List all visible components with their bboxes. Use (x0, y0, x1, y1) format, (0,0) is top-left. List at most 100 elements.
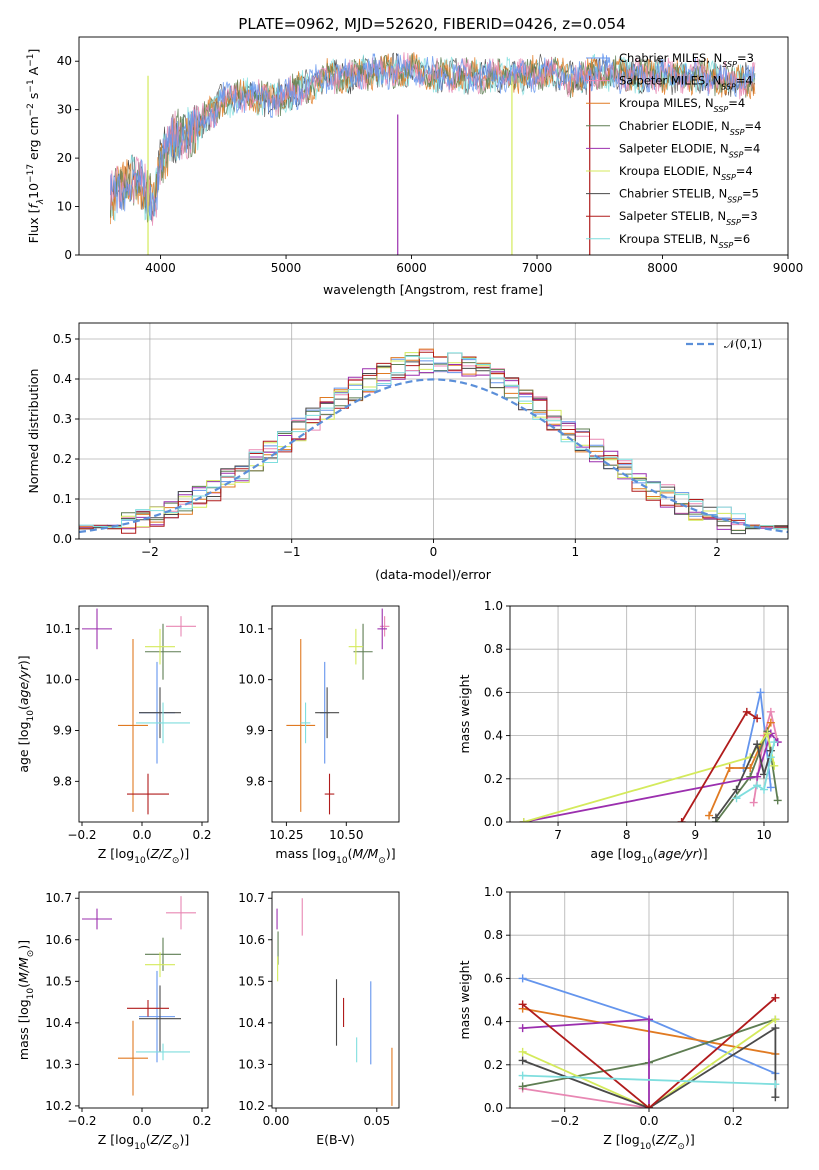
y-tick-label: 9.8 (53, 774, 72, 788)
y-tick-label: 10.4 (238, 1016, 265, 1030)
legend-entry-kroupa-stelib: Kroupa STELIB, NSSP=6 (619, 232, 750, 250)
x-tick-label: 0.0 (639, 1114, 658, 1128)
y-tick-label: 10.1 (45, 622, 72, 636)
y-tick-label: 1.0 (484, 599, 503, 613)
errorbar-salpeter-stelib (324, 773, 335, 815)
axes-frame (78, 605, 209, 823)
y-tick-label: 10.6 (45, 933, 72, 947)
errorbar-salpeter-elodie (82, 908, 112, 930)
y-axis-label: mass weight (457, 674, 472, 753)
series-marker (645, 1015, 653, 1024)
x-axis-label: age [log10(age/yr)] (590, 846, 707, 866)
legend-entry-chabrier-stelib: Chabrier STELIB, NSSP=5 (619, 187, 759, 205)
series-marker (519, 818, 528, 822)
plot-content (276, 898, 393, 1106)
x-axis-label: Z [log10(Z/Z⊙)] (603, 1132, 694, 1152)
series-marker (518, 974, 527, 983)
y-tick-label: 0 (64, 248, 72, 262)
series-line (708, 722, 772, 816)
x-tick-label: 8 (623, 828, 631, 842)
y-tick-label: 1.0 (484, 885, 503, 899)
series-marker (753, 772, 762, 781)
x-tick-label: 0.2 (724, 1114, 743, 1128)
series-marker (770, 738, 779, 747)
y-tick-label: 10.0 (45, 673, 72, 687)
errorbar-salpeter-miles (166, 616, 196, 637)
plot-content (79, 348, 788, 535)
y-tick-label: 0.2 (53, 452, 72, 466)
y-tick-label: 0.4 (53, 372, 72, 386)
legend-entry-salpeter-miles: Salpeter MILES, NSSP=4 (619, 74, 753, 92)
legend-entry-kroupa-elodie: Kroupa ELODIE, NSSP=4 (619, 164, 753, 182)
y-tick-label: 10.0 (238, 673, 265, 687)
y-tick-label: 10.2 (45, 1099, 72, 1113)
plot-area (272, 892, 399, 1108)
y-tick-label: 9.9 (246, 724, 265, 738)
errorbar-chabrier-elodie (145, 623, 181, 680)
residual-histogram-panel: −2 −1 0 1 2 0.0 0.1 0.2 0.3 0.4 0.5 𝒩(0,1) (data-mod… (26, 322, 789, 582)
series-marker (771, 1093, 780, 1102)
x-axis-label: (data-model)/error (375, 567, 492, 582)
plot-area (79, 606, 208, 822)
y-tick-label: 10.7 (238, 891, 265, 905)
errorbar-chabrier-miles (139, 970, 175, 1063)
axes-frame (271, 605, 400, 823)
series-marker (677, 818, 686, 822)
series-marker (749, 798, 758, 807)
y-tick-label: 0.1 (53, 492, 72, 506)
y-tick-label: 10.4 (45, 1016, 72, 1030)
plot-content (518, 974, 780, 1108)
x-tick-label: 10 (756, 828, 771, 842)
figure-title: PLATE=0962, MJD=52620, FIBERID=0426, z=0… (238, 15, 625, 33)
x-tick-label: 0 (430, 545, 438, 559)
series-marker (645, 1104, 653, 1108)
y-tick-label: 0.6 (484, 971, 503, 985)
legend-entry-chabrier-elodie: Chabrier ELODIE, NSSP=4 (619, 119, 761, 137)
x-tick-label: 10.50 (329, 828, 363, 842)
errorbar-kroupa-elodie (145, 952, 175, 978)
y-tick-label: 0.6 (484, 685, 503, 699)
legend-entry-kroupa-miles: Kroupa MILES, NSSP=4 (619, 96, 745, 114)
x-tick-label: 0.0 (132, 828, 151, 842)
x-tick-label: 7000 (522, 261, 553, 275)
series-marker (753, 781, 762, 790)
series-marker (705, 811, 714, 820)
series-marker (759, 785, 768, 794)
series-marker (771, 993, 780, 1002)
mass-weight-vs-metallicity-panel: −0.2 0.0 0.2 0.0 0.2 0.4 0.6 0.8 1.0 Z [log10(Z/Z… (457, 885, 789, 1152)
x-tick-label: 1 (571, 545, 579, 559)
y-tick-label: 0.8 (484, 928, 503, 942)
errorbar-chabrier-stelib (139, 985, 181, 1052)
y-axis-label: mass weight (457, 960, 472, 1039)
age-vs-metallicity-panel: −0.2 0.0 0.2 9.8 9.9 10.0 10.1 Z [log10(Z/Z⊙)] a… (16, 605, 212, 866)
mass-weight-vs-age-panel: 7 8 9 10 0.0 0.2 0.4 0.6 0.8 1.0 age [log10(age/yr… (457, 599, 789, 866)
x-tick-label: −0.2 (550, 1114, 579, 1128)
series-kroupa-stelib (518, 1071, 780, 1089)
y-tick-label: 10.7 (45, 891, 72, 905)
x-tick-label: 9 (692, 828, 700, 842)
errorbar-kroupa-elodie (145, 628, 175, 665)
x-tick-label: 2 (713, 545, 721, 559)
y-tick-label: 0.8 (484, 642, 503, 656)
y-tick-label: 9.8 (246, 774, 265, 788)
x-tick-label: 6000 (396, 261, 427, 275)
series-kroupa-miles (705, 718, 775, 820)
y-tick-label: 10.1 (238, 622, 265, 636)
series-salpeter-stelib (518, 993, 780, 1108)
series-marker (766, 718, 775, 727)
errorbar-kroupa-miles (118, 1020, 148, 1096)
x-tick-label: 7 (554, 828, 562, 842)
x-axis-label: wavelength [Angstrom, rest frame] (323, 282, 543, 297)
errorbar-salpeter-miles (166, 896, 196, 930)
errorbar-salpeter-elodie (82, 608, 112, 650)
legend-entry-chabrier-miles: Chabrier MILES, NSSP=3 (619, 51, 754, 69)
series-marker (732, 785, 741, 794)
x-axis-label: Z [log10(Z/Z⊙)] (98, 1132, 189, 1152)
legend-entry-salpeter-elodie: Salpeter ELODIE, NSSP=4 (619, 141, 760, 159)
y-tick-label: 10.2 (238, 1099, 265, 1113)
y-tick-label: 10.5 (238, 974, 265, 988)
x-tick-label: 0.2 (192, 828, 211, 842)
series-marker (773, 796, 782, 805)
x-tick-label: 4000 (145, 261, 176, 275)
x-tick-label: −1 (283, 545, 301, 559)
